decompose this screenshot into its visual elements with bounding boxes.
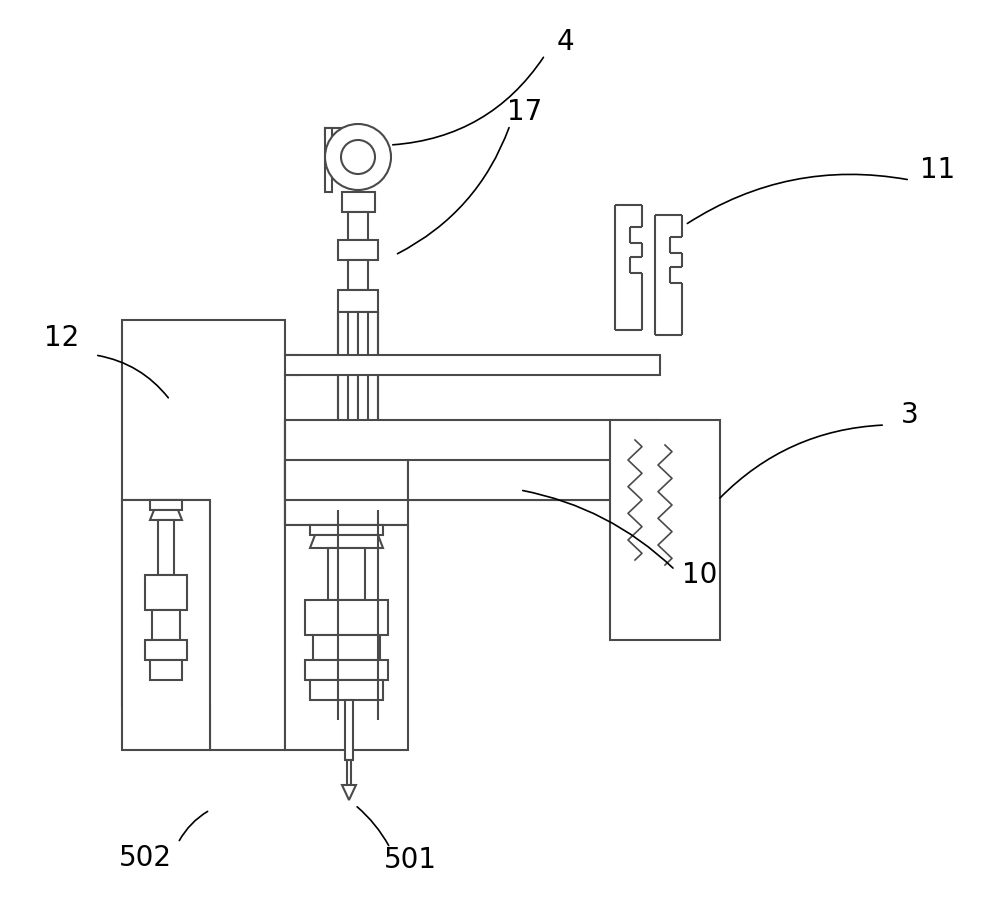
Polygon shape [145,640,187,660]
Bar [345,700,353,760]
Polygon shape [313,635,380,660]
FancyArrowPatch shape [357,806,389,846]
Bar [122,500,210,750]
FancyArrowPatch shape [179,812,208,840]
Polygon shape [310,525,383,535]
Text: 10: 10 [682,561,718,589]
Bar [285,355,660,375]
Polygon shape [342,785,356,800]
FancyArrowPatch shape [720,425,882,498]
Text: 12: 12 [44,324,80,352]
Bar [347,760,351,785]
Polygon shape [305,600,388,635]
Text: 3: 3 [901,401,919,429]
Bar [342,192,375,212]
Bar [328,548,365,600]
Text: 17: 17 [507,98,543,126]
Polygon shape [310,535,383,548]
Polygon shape [285,420,660,525]
Bar [338,290,378,312]
Polygon shape [150,500,182,510]
Polygon shape [325,128,332,192]
Polygon shape [150,510,182,520]
FancyArrowPatch shape [523,491,673,568]
Text: 4: 4 [556,28,574,56]
Polygon shape [325,128,358,135]
Bar [158,520,174,575]
Polygon shape [150,660,182,680]
Bar [338,240,378,260]
FancyArrowPatch shape [98,355,168,397]
Bar [338,312,358,720]
Bar [285,525,408,750]
Polygon shape [152,610,180,640]
Circle shape [325,124,391,190]
Polygon shape [305,660,388,680]
Text: 11: 11 [920,156,956,184]
Bar [348,260,368,290]
FancyArrowPatch shape [397,127,509,254]
Polygon shape [122,320,300,750]
Bar [610,420,720,640]
FancyArrowPatch shape [687,174,907,223]
Polygon shape [310,680,383,700]
Bar [285,460,408,500]
Text: 501: 501 [384,846,436,874]
Bar [358,312,378,720]
Bar [408,460,660,500]
Text: 502: 502 [119,844,172,872]
Polygon shape [145,575,187,610]
Bar [348,212,368,240]
FancyArrowPatch shape [393,57,543,144]
